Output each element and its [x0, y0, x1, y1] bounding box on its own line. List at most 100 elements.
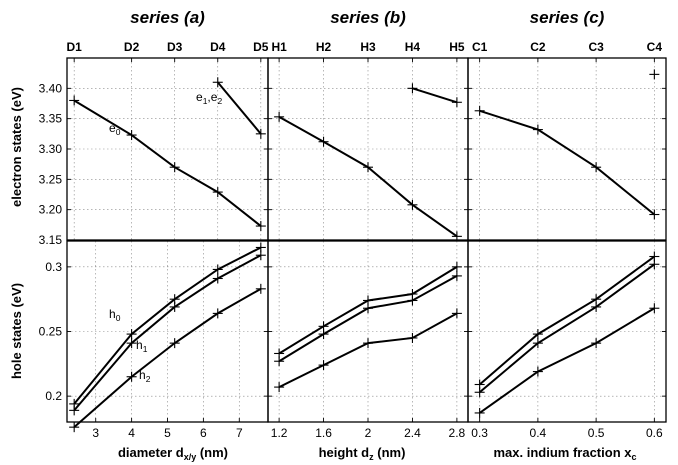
x-tick-label: 2.8 — [449, 426, 466, 440]
data-point-e0 — [591, 162, 602, 173]
data-point-h2 — [274, 382, 285, 393]
data-point-e0 — [255, 221, 266, 232]
data-point-h0 — [451, 261, 462, 272]
annotation-h1: h1 — [136, 338, 148, 354]
xlabel-diameter: diameter dx/y (nm) — [118, 445, 228, 462]
series-line-h2 — [479, 307, 655, 414]
panel-a-electron: D1 D2 D3 D4 D5 3.15 3.20 3.25 3.30 3.35 3.40 series… — [39, 8, 269, 247]
data-point-h2 — [318, 360, 329, 371]
top-tick-label: D5 — [253, 40, 269, 54]
data-point-e0 — [532, 124, 543, 135]
y-tick-label: 3.15 — [39, 233, 63, 247]
x-tick-label: 4 — [128, 426, 135, 440]
series-title: series (b) — [330, 8, 406, 27]
data-point-h1 — [169, 301, 180, 312]
series-line-h1 — [278, 275, 458, 363]
ylabel-electron-states: electron states (eV) — [9, 87, 24, 207]
data-point-h1 — [649, 259, 660, 270]
data-point-h1 — [274, 356, 285, 367]
series-line-h1 — [479, 263, 655, 394]
series-line-e0 — [73, 99, 262, 227]
data-point-e0 — [318, 136, 329, 147]
data-point-e0 — [69, 95, 80, 106]
x-tick-label: 7 — [236, 426, 243, 440]
x-tick-label: 0.5 — [588, 426, 605, 440]
top-tick-label: H4 — [405, 40, 421, 54]
data-point-h2 — [69, 422, 80, 433]
data-point-h1 — [318, 329, 329, 340]
data-point-e0 — [212, 187, 223, 198]
annotation-h0: h0 — [109, 307, 121, 323]
top-tick-label: C2 — [530, 40, 546, 54]
y-tick-label: 0.3 — [45, 260, 62, 274]
x-tick-label: 0.3 — [471, 426, 488, 440]
series-line-h0 — [478, 255, 655, 386]
data-point-h0 — [126, 329, 137, 340]
data-point-e1,e2 — [451, 97, 462, 108]
data-point-h1 — [212, 273, 223, 284]
top-tick-label: H3 — [360, 40, 376, 54]
panel-b-electron: H1 H2 H3 H4 H5 series (b) — [267, 8, 469, 242]
series-title: series (a) — [130, 8, 205, 27]
data-point-e0 — [169, 162, 180, 173]
series-title: series (c) — [530, 8, 605, 27]
panel-b-hole: 1.2 1.6 2 2.4 2.8 — [267, 240, 469, 440]
x-tick-label: 5 — [164, 426, 171, 440]
xlabel-indium-fraction: max. indium fraction xc — [494, 445, 637, 462]
annotation-e0: e0 — [109, 121, 121, 137]
series-line-e1,e2 — [412, 87, 458, 104]
data-point-h2 — [169, 338, 180, 349]
top-tick-label: H2 — [316, 40, 332, 54]
panel-a-hole: 3 4 5 6 7 0.2 0.25 0.3 — [39, 240, 269, 440]
y-tick-label: 3.20 — [39, 203, 63, 217]
x-tick-label: 3 — [92, 426, 99, 440]
data-point-h1 — [532, 338, 543, 349]
x-tick-label: 0.6 — [646, 426, 663, 440]
top-tick-label: C3 — [588, 40, 604, 54]
data-point-h2 — [532, 366, 543, 377]
x-tick-label: 1.2 — [271, 426, 288, 440]
data-point-h2 — [591, 338, 602, 349]
data-point-e0 — [363, 162, 373, 173]
data-point-h1 — [407, 295, 418, 306]
data-point-e1,e2 — [407, 83, 418, 94]
data-point-h2 — [474, 407, 485, 418]
top-tick-label: D4 — [210, 40, 226, 54]
data-point-e1,e2 — [255, 128, 266, 139]
panel-c-electron: C1 C2 C3 C4 series (c) — [467, 8, 667, 241]
x-tick-label: 2 — [365, 426, 372, 440]
y-tick-label: 0.25 — [39, 325, 63, 339]
xlabel-height: height dz (nm) — [319, 445, 406, 462]
data-point-h2 — [451, 308, 462, 319]
panel-c-hole: 0.3 0.4 0.5 0.6 — [467, 240, 667, 440]
data-point-h1 — [69, 405, 80, 416]
data-point-h2 — [126, 371, 137, 382]
y-tick-label: 3.35 — [39, 112, 63, 126]
x-tick-label: 6 — [200, 426, 207, 440]
top-tick-label: C4 — [647, 40, 663, 54]
data-point-e0 — [126, 130, 137, 141]
top-tick-label: D2 — [124, 40, 140, 54]
top-tick-label: H1 — [271, 40, 287, 54]
top-tick-label: C1 — [472, 40, 488, 54]
series-line-e1,e2 — [216, 81, 262, 135]
data-point-e0 — [649, 209, 660, 220]
annotation-e1-e2: e1,e2 — [196, 90, 222, 106]
data-point-h1 — [363, 303, 373, 314]
y-tick-label: 3.25 — [39, 172, 63, 186]
x-tick-label: 2.4 — [404, 426, 421, 440]
x-tick-label: 1.6 — [315, 426, 332, 440]
data-point-h2 — [212, 308, 223, 319]
data-point-h0 — [212, 264, 223, 275]
data-point-e0 — [407, 199, 418, 210]
data-point-h2 — [649, 303, 660, 314]
x-tick-label: 0.4 — [530, 426, 547, 440]
ylabel-hole-states: hole states (eV) — [9, 283, 24, 379]
data-point-h1 — [451, 270, 462, 281]
data-point-h1 — [255, 250, 266, 261]
annotation-h2: h2 — [139, 368, 151, 384]
top-tick-label: D3 — [167, 40, 183, 54]
data-point-h0 — [532, 329, 543, 340]
series-line-e0 — [479, 109, 655, 216]
